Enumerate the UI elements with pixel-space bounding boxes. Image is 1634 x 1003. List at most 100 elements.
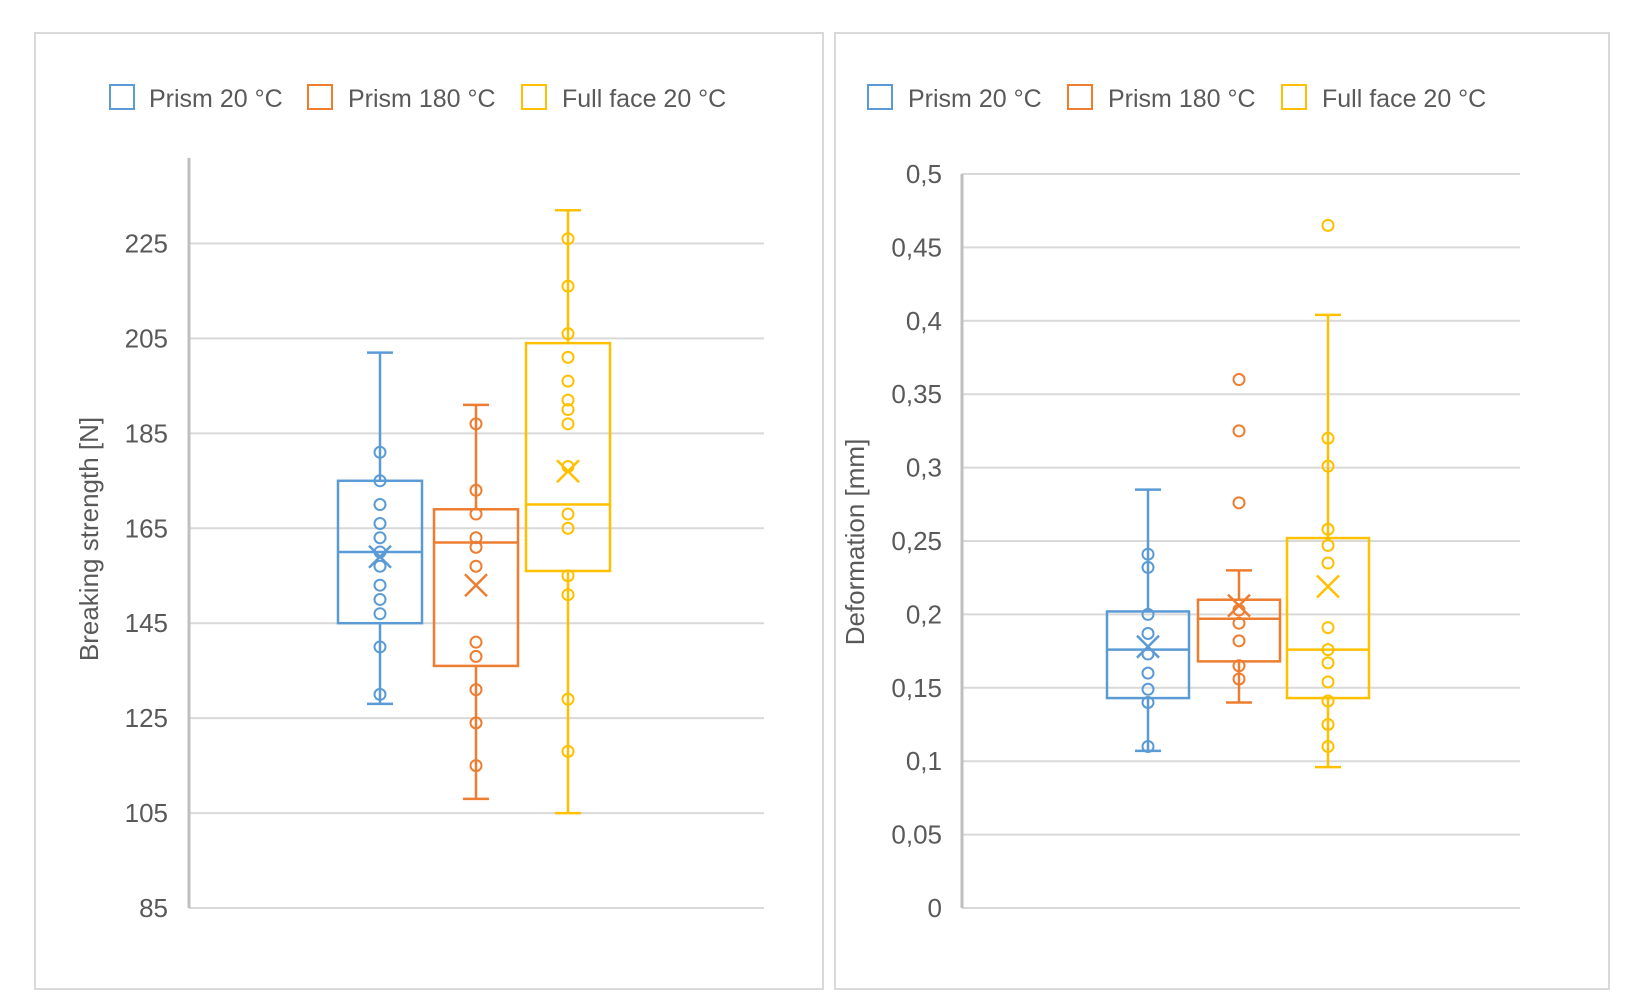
mean-marker (368, 544, 392, 569)
data-point (561, 403, 575, 417)
data-point (1141, 666, 1155, 680)
data-point (1321, 656, 1335, 670)
y-tick-label: 145 (125, 608, 168, 638)
mean-marker (464, 573, 488, 598)
data-point (469, 417, 483, 431)
data-point (469, 635, 483, 649)
mean-marker (556, 459, 580, 484)
data-point (1321, 538, 1335, 552)
data-point (469, 649, 483, 663)
data-point (373, 517, 387, 531)
data-point (1321, 556, 1335, 570)
data-point (1141, 740, 1155, 754)
data-point (561, 374, 575, 388)
data-point (469, 683, 483, 697)
data-point (469, 531, 483, 545)
legend-swatch-prism-20-c (867, 84, 893, 110)
legend-swatch-full-face-20-c (521, 84, 547, 110)
data-point (469, 716, 483, 730)
legend-label-full-face-20-c: Full face 20 °C (562, 85, 726, 113)
y-tick-label: 0,4 (906, 306, 942, 336)
data-point (1141, 626, 1155, 640)
box-iqr (1196, 598, 1282, 663)
y-tick-label: 0 (928, 893, 942, 923)
y-tick-label: 0,25 (891, 526, 942, 556)
y-axis-label: Breaking strength [N] (74, 417, 104, 661)
data-point (561, 588, 575, 602)
legend-label-prism-20-c: Prism 20 °C (149, 85, 283, 113)
data-point (561, 232, 575, 246)
data-point (373, 578, 387, 592)
data-point (373, 640, 387, 654)
y-tick-label: 0,2 (906, 599, 942, 629)
y-tick-label: 165 (125, 513, 168, 543)
data-point (373, 687, 387, 701)
box-prism-180-c (1196, 373, 1282, 704)
data-point (561, 521, 575, 535)
data-point (1141, 695, 1155, 709)
box-prism-20-c (336, 351, 424, 706)
data-point (561, 692, 575, 706)
data-point (1321, 694, 1335, 708)
data-point (469, 540, 483, 554)
data-point (469, 759, 483, 773)
mean-marker (1136, 634, 1160, 659)
mean-marker (1227, 593, 1251, 618)
legend-label-prism-180-c: Prism 180 °C (348, 85, 496, 113)
data-point (1321, 675, 1335, 689)
y-tick-label: 0,5 (906, 159, 942, 189)
data-point (1232, 373, 1246, 387)
data-point (373, 592, 387, 606)
box-full-face-20-c (1285, 218, 1371, 769)
y-axis-label: Deformation [mm] (840, 439, 870, 646)
data-point (1232, 659, 1246, 673)
data-point (469, 559, 483, 573)
mean-marker (1316, 574, 1340, 599)
data-point (561, 569, 575, 583)
y-tick-label: 105 (125, 798, 168, 828)
legend-swatch-prism-180-c (1067, 84, 1093, 110)
legend-label-prism-20-c: Prism 20 °C (908, 85, 1042, 113)
y-tick-label: 205 (125, 323, 168, 353)
data-point (373, 559, 387, 573)
box-prism-20-c (1105, 488, 1191, 754)
data-point (1141, 647, 1155, 661)
data-point (1232, 424, 1246, 438)
legend-swatch-prism-180-c (307, 84, 333, 110)
data-point (1321, 740, 1335, 754)
data-point (373, 607, 387, 621)
box-iqr (1105, 610, 1191, 700)
legend-label-prism-180-c: Prism 180 °C (1108, 85, 1256, 113)
data-point (1321, 718, 1335, 731)
y-tick-label: 125 (125, 703, 168, 733)
breaking-strength-chart-panel: 85 105 125 145 165 185 205 225 Breaking strength… (34, 32, 824, 990)
data-point (469, 483, 483, 497)
y-tick-label: 225 (125, 228, 168, 258)
data-point (373, 531, 387, 545)
data-point (1232, 616, 1246, 630)
box-iqr (1285, 536, 1371, 700)
data-point (1232, 672, 1246, 686)
legend-swatch-full-face-20-c (1281, 84, 1307, 110)
y-tick-label: 0,15 (891, 673, 942, 703)
legend-label-full-face-20-c: Full face 20 °C (1322, 85, 1486, 113)
data-point (1141, 560, 1155, 574)
data-point (1321, 522, 1335, 536)
box-full-face-20-c (524, 208, 612, 815)
data-point (561, 507, 575, 521)
deformation-chart: 0 0,05 0,1 0,15 0,2 0,25 0,3 0,35 0,4 0,45 0,5 Defo… (840, 84, 1520, 923)
data-point (561, 417, 575, 431)
data-point (1321, 643, 1335, 657)
data-point (1141, 682, 1155, 696)
y-tick-label: 0,45 (891, 232, 942, 262)
data-point (561, 279, 575, 293)
data-point (373, 474, 387, 488)
y-tick-label: 185 (125, 418, 168, 448)
breaking-strength-chart: 85 105 125 145 165 185 205 225 Breaking strength… (74, 84, 764, 923)
box-iqr (524, 341, 612, 573)
data-point (1232, 634, 1246, 648)
data-point (1321, 621, 1335, 635)
y-tick-label: 0,3 (906, 453, 942, 483)
y-tick-label: 0,35 (891, 379, 942, 409)
box-prism-180-c (432, 403, 520, 801)
